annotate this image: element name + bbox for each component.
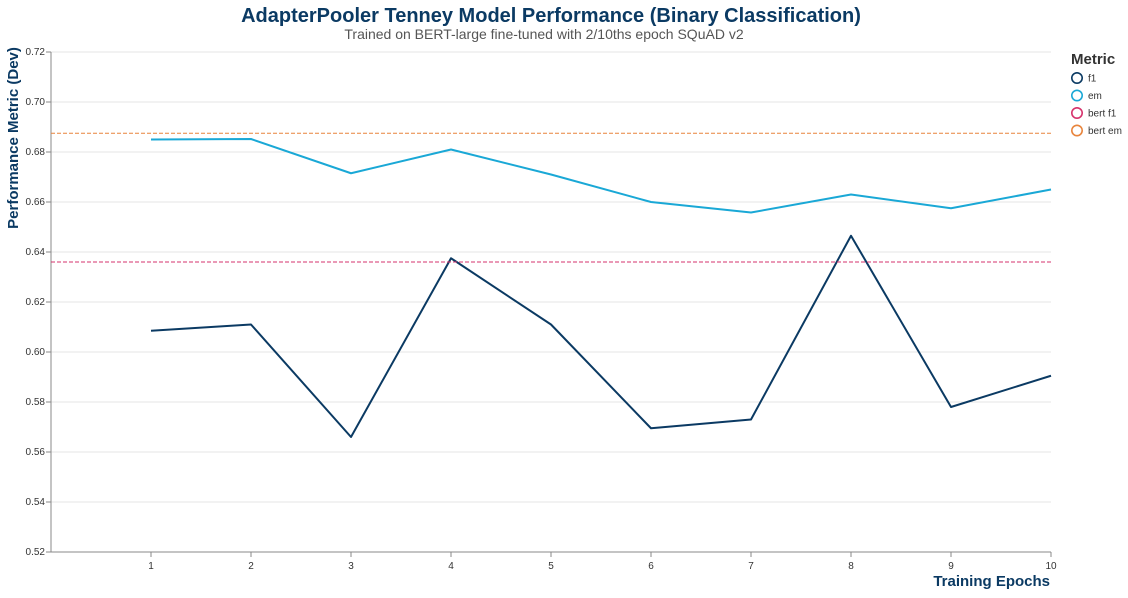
x-axis-title: Training Epochs [933, 573, 1050, 590]
y-tick-label: 0.72 [26, 47, 46, 58]
legend-label: em [1088, 91, 1102, 102]
legend: Metric f1 em bert f1 bert em [1071, 51, 1122, 137]
y-tick-label: 0.62 [26, 297, 46, 308]
y-tick-label: 0.56 [26, 447, 46, 458]
series-em-line [150, 138, 1052, 214]
legend-title: Metric [1071, 51, 1115, 68]
x-tick-label: 7 [748, 561, 754, 572]
x-tick-label: 9 [948, 561, 954, 572]
chart-title: AdapterPooler Tenney Model Performance (… [241, 5, 861, 27]
legend-label: f1 [1088, 74, 1097, 85]
series-f1-line [150, 234, 1052, 438]
legend-symbol [1071, 72, 1084, 85]
grid-layer [51, 51, 1051, 553]
y-tick-label: 0.68 [26, 147, 46, 158]
legend-label: bert em [1088, 126, 1122, 137]
legend-label: bert f1 [1088, 109, 1117, 120]
x-tick-label: 6 [648, 561, 654, 572]
x-tick-label: 10 [1045, 561, 1057, 572]
axis-layer: 0.52 0.54 0.56 0.58 0.60 0.62 0.64 0.66 0.68 0.70… [26, 47, 1057, 572]
y-tick-label: 0.60 [26, 347, 46, 358]
series-layer [51, 132, 1052, 438]
y-tick-label: 0.52 [26, 547, 46, 558]
y-tick-label: 0.54 [26, 497, 46, 508]
y-tick-label: 0.58 [26, 397, 46, 408]
x-tick-label: 1 [148, 561, 154, 572]
x-tick-label: 3 [348, 561, 354, 572]
x-tick-label: 4 [448, 561, 454, 572]
x-tick-label: 2 [248, 561, 254, 572]
y-tick-label: 0.66 [26, 197, 46, 208]
legend-symbol [1071, 107, 1084, 120]
chart-subtitle: Trained on BERT-large fine-tuned with 2/… [344, 26, 743, 42]
legend-symbol [1071, 124, 1084, 137]
x-tick-label: 8 [848, 561, 854, 572]
legend-symbol [1071, 89, 1084, 102]
y-tick-label: 0.70 [26, 97, 46, 108]
x-tick-label: 5 [548, 561, 554, 572]
legend-items: f1 em bert f1 bert em [1071, 72, 1122, 137]
y-tick-label: 0.64 [26, 247, 46, 258]
y-axis-title: Performance Metric (Dev) [5, 47, 22, 229]
